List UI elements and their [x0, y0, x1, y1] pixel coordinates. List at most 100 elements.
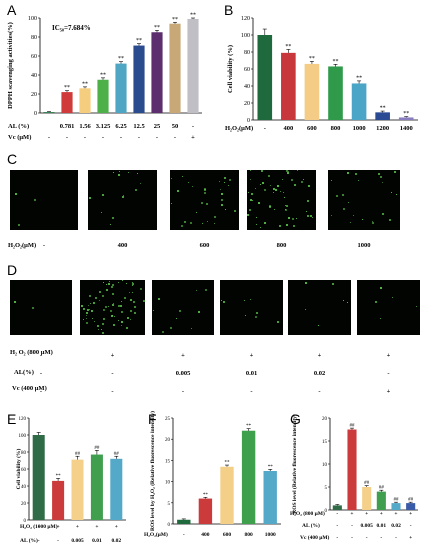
- fluorescent-cell: [101, 329, 103, 331]
- fluorescent-cell: [202, 222, 204, 224]
- fluorescent-cell: [175, 318, 177, 320]
- c-row-label: H₂O₂(μM): [8, 242, 37, 249]
- condition-label: 0.005: [360, 523, 373, 529]
- fluorescent-cell: [170, 177, 172, 179]
- bar: [177, 519, 191, 524]
- fluorescent-cell: [380, 318, 382, 320]
- y-tick-label: 20: [21, 502, 27, 507]
- significance-mark: **: [380, 106, 386, 112]
- y-tick-label: 120: [241, 16, 250, 22]
- condition-label: -: [39, 370, 43, 377]
- ic50-annotation: IC₅₀=7.684%: [52, 24, 91, 32]
- fluorescent-cell: [118, 170, 120, 172]
- fluorescent-cell: [17, 224, 20, 227]
- condition-label: 0.781: [60, 123, 75, 130]
- condition-label: -: [387, 370, 390, 377]
- condition-label: -: [102, 134, 104, 141]
- fluorescent-cell: [92, 318, 94, 320]
- significance-mark: **: [203, 493, 209, 498]
- significance-mark: ##: [408, 498, 414, 503]
- d-row-label-vc: Vc (400 μM): [12, 385, 47, 392]
- bar: [151, 32, 163, 113]
- condition-label: -: [111, 388, 114, 395]
- fluorescent-cell: [309, 215, 312, 218]
- condition-label: -: [38, 524, 40, 530]
- fluorescent-cell: [91, 310, 94, 313]
- significance-mark: ##: [94, 446, 100, 451]
- significance-mark: **: [309, 56, 315, 62]
- condition-label: -: [38, 538, 40, 544]
- fluorescent-cell: [389, 218, 392, 221]
- significance-mark: **: [136, 38, 142, 44]
- fluorescent-cell: [292, 225, 295, 228]
- condition-label: 800: [244, 532, 253, 538]
- y-axis-label: Cell viability (%): [227, 45, 234, 93]
- condition-label: +: [365, 511, 368, 517]
- fluorescent-cell: [153, 310, 155, 311]
- fluorescent-cell: [205, 288, 208, 291]
- condition-label: -: [39, 352, 43, 359]
- fluorescent-cell: [219, 181, 221, 183]
- fluorescent-cell: [157, 297, 160, 300]
- condition-label: 0.02: [313, 370, 326, 377]
- condition-label: -: [264, 125, 266, 132]
- condition-label: +: [95, 524, 98, 530]
- y-tick-label: 0: [34, 111, 37, 117]
- bar: [32, 435, 45, 520]
- fluorescent-cell: [188, 181, 190, 183]
- fluorescent-cell: [111, 217, 114, 220]
- condition-label: 400: [201, 532, 210, 538]
- fluorescent-cell: [270, 185, 272, 187]
- fluorescent-cell: [131, 283, 134, 286]
- micrograph-image: [88, 170, 157, 230]
- fluorescent-cell: [142, 300, 145, 303]
- condition-label: -: [192, 123, 194, 130]
- condition-label: 1.56: [79, 123, 91, 130]
- fluorescent-cell: [100, 211, 102, 213]
- fluorescent-cell: [250, 170, 252, 172]
- fluorescent-cell: [203, 192, 206, 195]
- bar: [391, 503, 401, 510]
- y-tick-label: 0: [168, 523, 171, 528]
- significance-mark: ##: [364, 481, 370, 486]
- fluorescent-cell: [121, 311, 124, 314]
- condition-label: -: [66, 134, 68, 141]
- significance-mark: **: [100, 72, 106, 78]
- condition-label: +: [110, 352, 115, 359]
- condition-label: 12.5: [133, 123, 145, 130]
- fluorescent-cell: [134, 188, 137, 191]
- fluorescent-cell: [353, 214, 355, 216]
- row-label: Vc (400 μM): [300, 534, 330, 541]
- fluorescent-cell: [95, 296, 98, 299]
- fluorescent-cell: [126, 317, 129, 320]
- fluorescent-cell: [284, 205, 286, 207]
- bar: [347, 429, 357, 510]
- condition-label: -: [84, 134, 86, 141]
- y-tick-label: 40: [21, 485, 27, 490]
- fluorescent-cell: [301, 180, 304, 183]
- panel-letter-c: C: [7, 151, 18, 167]
- fluorescent-cell: [118, 304, 121, 307]
- significance-mark: ##: [379, 486, 385, 491]
- fluorescent-cell: [105, 289, 108, 292]
- fluorescent-cell: [213, 216, 216, 219]
- fluorescent-cell: [347, 201, 349, 203]
- fluorescent-cell: [358, 180, 360, 182]
- panel-letter-a: A: [7, 2, 17, 18]
- fluorescent-cell: [203, 189, 206, 192]
- y-tick-label: 80: [21, 451, 27, 456]
- fluorescent-cell: [416, 305, 418, 307]
- fluorescent-cell: [114, 315, 116, 317]
- fluorescent-cell: [233, 210, 236, 213]
- bar: [257, 35, 273, 120]
- bar: [375, 112, 390, 120]
- y-tick-label: 60: [244, 67, 250, 73]
- fluorescent-cell: [250, 192, 253, 195]
- fluorescent-cell: [139, 183, 141, 185]
- significance-mark: **: [246, 424, 252, 429]
- fluorescent-cell: [285, 209, 288, 212]
- fluorescent-cell: [220, 299, 222, 301]
- bar: [71, 459, 84, 520]
- fluorescent-cell: [111, 315, 113, 317]
- fluorescent-cell: [249, 178, 251, 180]
